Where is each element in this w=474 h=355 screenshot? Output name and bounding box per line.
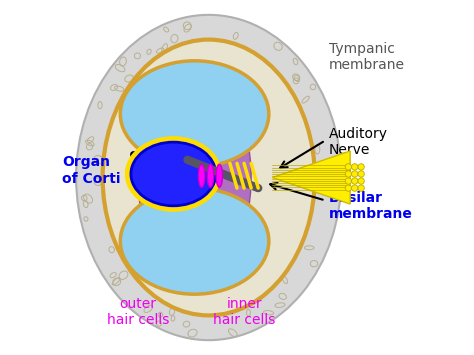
Polygon shape <box>273 151 350 204</box>
Circle shape <box>345 178 352 184</box>
Circle shape <box>345 164 352 170</box>
Text: outer
hair cells: outer hair cells <box>107 297 169 327</box>
Text: Scala
tympani: Scala tympani <box>159 229 230 261</box>
Text: Basilar
membrane: Basilar membrane <box>329 191 413 221</box>
Ellipse shape <box>199 164 205 187</box>
Ellipse shape <box>131 142 216 206</box>
Circle shape <box>352 171 358 177</box>
Text: Tympanic
membrane: Tympanic membrane <box>329 42 405 72</box>
Circle shape <box>352 164 358 170</box>
Text: Scala
vestibuli: Scala vestibuli <box>158 94 231 126</box>
Circle shape <box>352 185 358 191</box>
Ellipse shape <box>120 61 269 167</box>
Ellipse shape <box>216 164 222 187</box>
Circle shape <box>345 171 352 177</box>
Circle shape <box>345 185 352 191</box>
Circle shape <box>358 164 365 170</box>
Ellipse shape <box>207 164 214 187</box>
Ellipse shape <box>76 15 341 340</box>
Circle shape <box>358 171 365 177</box>
Circle shape <box>358 178 365 184</box>
Ellipse shape <box>126 137 221 211</box>
Circle shape <box>352 178 358 184</box>
Ellipse shape <box>138 75 251 280</box>
Ellipse shape <box>120 188 269 294</box>
Text: Auditory
Nerve: Auditory Nerve <box>329 127 388 157</box>
Text: Scala
media: Scala media <box>126 151 178 183</box>
Text: inner
hair cells: inner hair cells <box>213 297 275 327</box>
Ellipse shape <box>103 40 315 315</box>
Circle shape <box>358 185 365 191</box>
Text: Organ
of Corti: Organ of Corti <box>62 155 120 186</box>
